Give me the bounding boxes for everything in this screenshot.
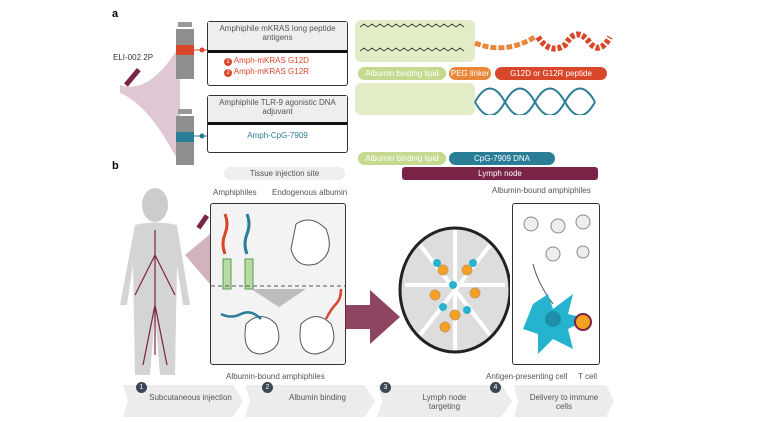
- immune-delivery-box: [512, 203, 600, 365]
- albumin-bound-top-label: Albumin-bound amphiphiles: [492, 186, 591, 195]
- dna-adjuvant-box: Amphiphile TLR-9 agonistic DNA adjuvant …: [207, 95, 348, 153]
- step-1-number: 1: [136, 382, 147, 393]
- t-cells: [429, 264, 481, 333]
- step-2-number: 2: [262, 382, 273, 393]
- cpg-dna-label: CpG-7909 DNA: [449, 152, 555, 165]
- arrow-to-lymph-node: [345, 290, 400, 344]
- lipid-label-peptide: Albumin binding lipid: [358, 67, 446, 80]
- syringe-icon: [124, 68, 141, 87]
- lipid-tail-top: [355, 20, 475, 62]
- step-4: Delivery to immune cells: [514, 385, 614, 417]
- lymphatic-vessels: [134, 230, 176, 366]
- human-body-graphic: [120, 188, 215, 375]
- vial-top-icon: [176, 22, 207, 79]
- peptide-box-title: Amphiphile mKRAS long peptide antigens: [208, 22, 347, 53]
- step-3-number: 3: [380, 382, 391, 393]
- syringe-icon: [196, 214, 210, 230]
- dna-box-title: Amphiphile TLR-9 agonistic DNA adjuvant: [208, 96, 347, 125]
- peptide-antigen-box: Amphiphile mKRAS long peptide antigens 1…: [207, 21, 348, 86]
- molecule-graphics: [355, 20, 613, 115]
- endogenous-albumin-label: Endogenous albumin: [272, 188, 348, 197]
- t-cell-icon: [574, 313, 592, 331]
- albumin-icon: [290, 219, 330, 266]
- spray-shape: [120, 45, 180, 165]
- peptide-label: G12D or G12R peptide: [495, 67, 607, 80]
- peg-linker-chain: [474, 34, 537, 51]
- tissue-site-box: [210, 203, 346, 365]
- peg-linker-label: PEG linker: [449, 67, 491, 80]
- lymph-node-header: Lymph node: [402, 167, 598, 180]
- lipid-tail-bottom: [355, 83, 475, 115]
- panel-b-label: b: [112, 160, 119, 172]
- peptide-item-1: 1 Amph-mKRAS G12D: [224, 55, 347, 66]
- apc-cells: [433, 259, 477, 314]
- lymph-node-graphic: [345, 226, 510, 354]
- lipid-label-dna: Albumin binding lipid: [358, 152, 446, 165]
- dna-box-item: Amph-CpG-7909: [247, 131, 308, 140]
- product-name: ELI-002 2P: [113, 53, 154, 62]
- peptide-chain: [535, 31, 613, 52]
- amphiphiles-label: Amphiphiles: [213, 188, 257, 197]
- step-4-number: 4: [490, 382, 501, 393]
- apc-label: Antigen-presenting cell: [486, 372, 568, 381]
- peptide-item-2: 2 Amph-mKRAS G12R: [224, 66, 347, 77]
- vial-bottom-icon: [176, 109, 207, 165]
- vials-syringe-graphic: [120, 22, 207, 165]
- step-3: Lymph node targeting: [377, 385, 512, 417]
- panel-a-label: a: [112, 8, 119, 20]
- albumin-bound-bottom-label: Albumin-bound amphiphiles: [226, 372, 325, 381]
- tissue-site-header: Tissue injection site: [224, 167, 345, 180]
- t-cell-label: T cell: [578, 372, 597, 381]
